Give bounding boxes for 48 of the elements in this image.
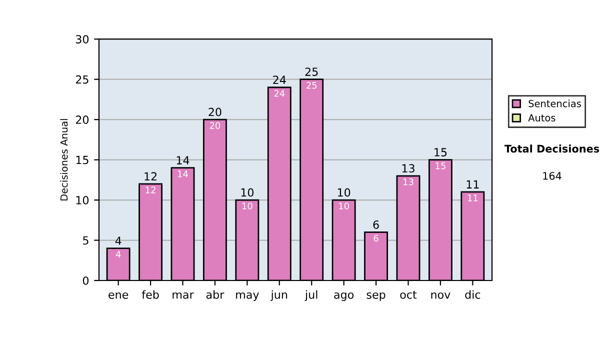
x-tick-label: sep — [366, 292, 386, 301]
data-label: 12 — [146, 186, 156, 194]
data-label: 15 — [436, 162, 446, 170]
y-tick-label: 15 — [76, 156, 88, 164]
text: Total Decisiones — [504, 144, 600, 153]
data-label: 10 — [339, 202, 349, 210]
total-label: 4 — [115, 236, 122, 245]
data-label: 6 — [374, 234, 378, 242]
legend-label: Sentencias — [528, 100, 581, 108]
y-tick-label: 10 — [76, 196, 89, 204]
y-axis-title: Decisiones Anual — [60, 119, 68, 200]
data-label: 20 — [210, 122, 220, 129]
x-tick-label: jun — [270, 290, 288, 301]
x-tick-label: may — [236, 292, 259, 301]
total-label: 25 — [305, 68, 318, 76]
total-label: 10 — [338, 188, 350, 197]
data-label: 10 — [242, 202, 252, 210]
text: 164 — [543, 172, 562, 180]
total-label: 11 — [466, 180, 479, 188]
x-tick-label: nov — [431, 292, 450, 299]
total-label: 12 — [144, 172, 156, 180]
data-label: 14 — [178, 170, 188, 178]
total-label: 15 — [434, 148, 447, 156]
total-label: 6 — [373, 220, 379, 229]
x-tick-label: oct — [400, 290, 417, 299]
data-label: 4 — [116, 251, 121, 258]
x-tick-label: feb — [142, 290, 159, 299]
data-label: 11 — [468, 194, 478, 202]
y-tick-label: 0 — [82, 276, 89, 285]
data-label: 24 — [274, 90, 285, 97]
total-label: 10 — [241, 188, 254, 197]
x-tick-label: mar — [172, 292, 194, 299]
x-tick-label: jul — [304, 290, 318, 301]
total-label: 13 — [402, 164, 414, 173]
data-label: 25 — [306, 82, 317, 89]
y-tick-label: 25 — [76, 75, 88, 84]
y-tick-label: 30 — [76, 35, 89, 44]
total-label: 20 — [208, 108, 222, 116]
x-tick-label: ene — [108, 292, 128, 299]
y-tick-label: 5 — [83, 236, 88, 245]
x-tick-label: ago — [334, 292, 354, 301]
y-tick-label: 20 — [76, 116, 89, 124]
x-tick-label: dic — [465, 290, 480, 299]
total-label: 24 — [273, 76, 286, 84]
total-label: 14 — [176, 156, 190, 164]
data-label: 13 — [403, 178, 414, 186]
x-tick-label: abr — [206, 290, 224, 299]
legend-label: Autos — [528, 114, 556, 122]
